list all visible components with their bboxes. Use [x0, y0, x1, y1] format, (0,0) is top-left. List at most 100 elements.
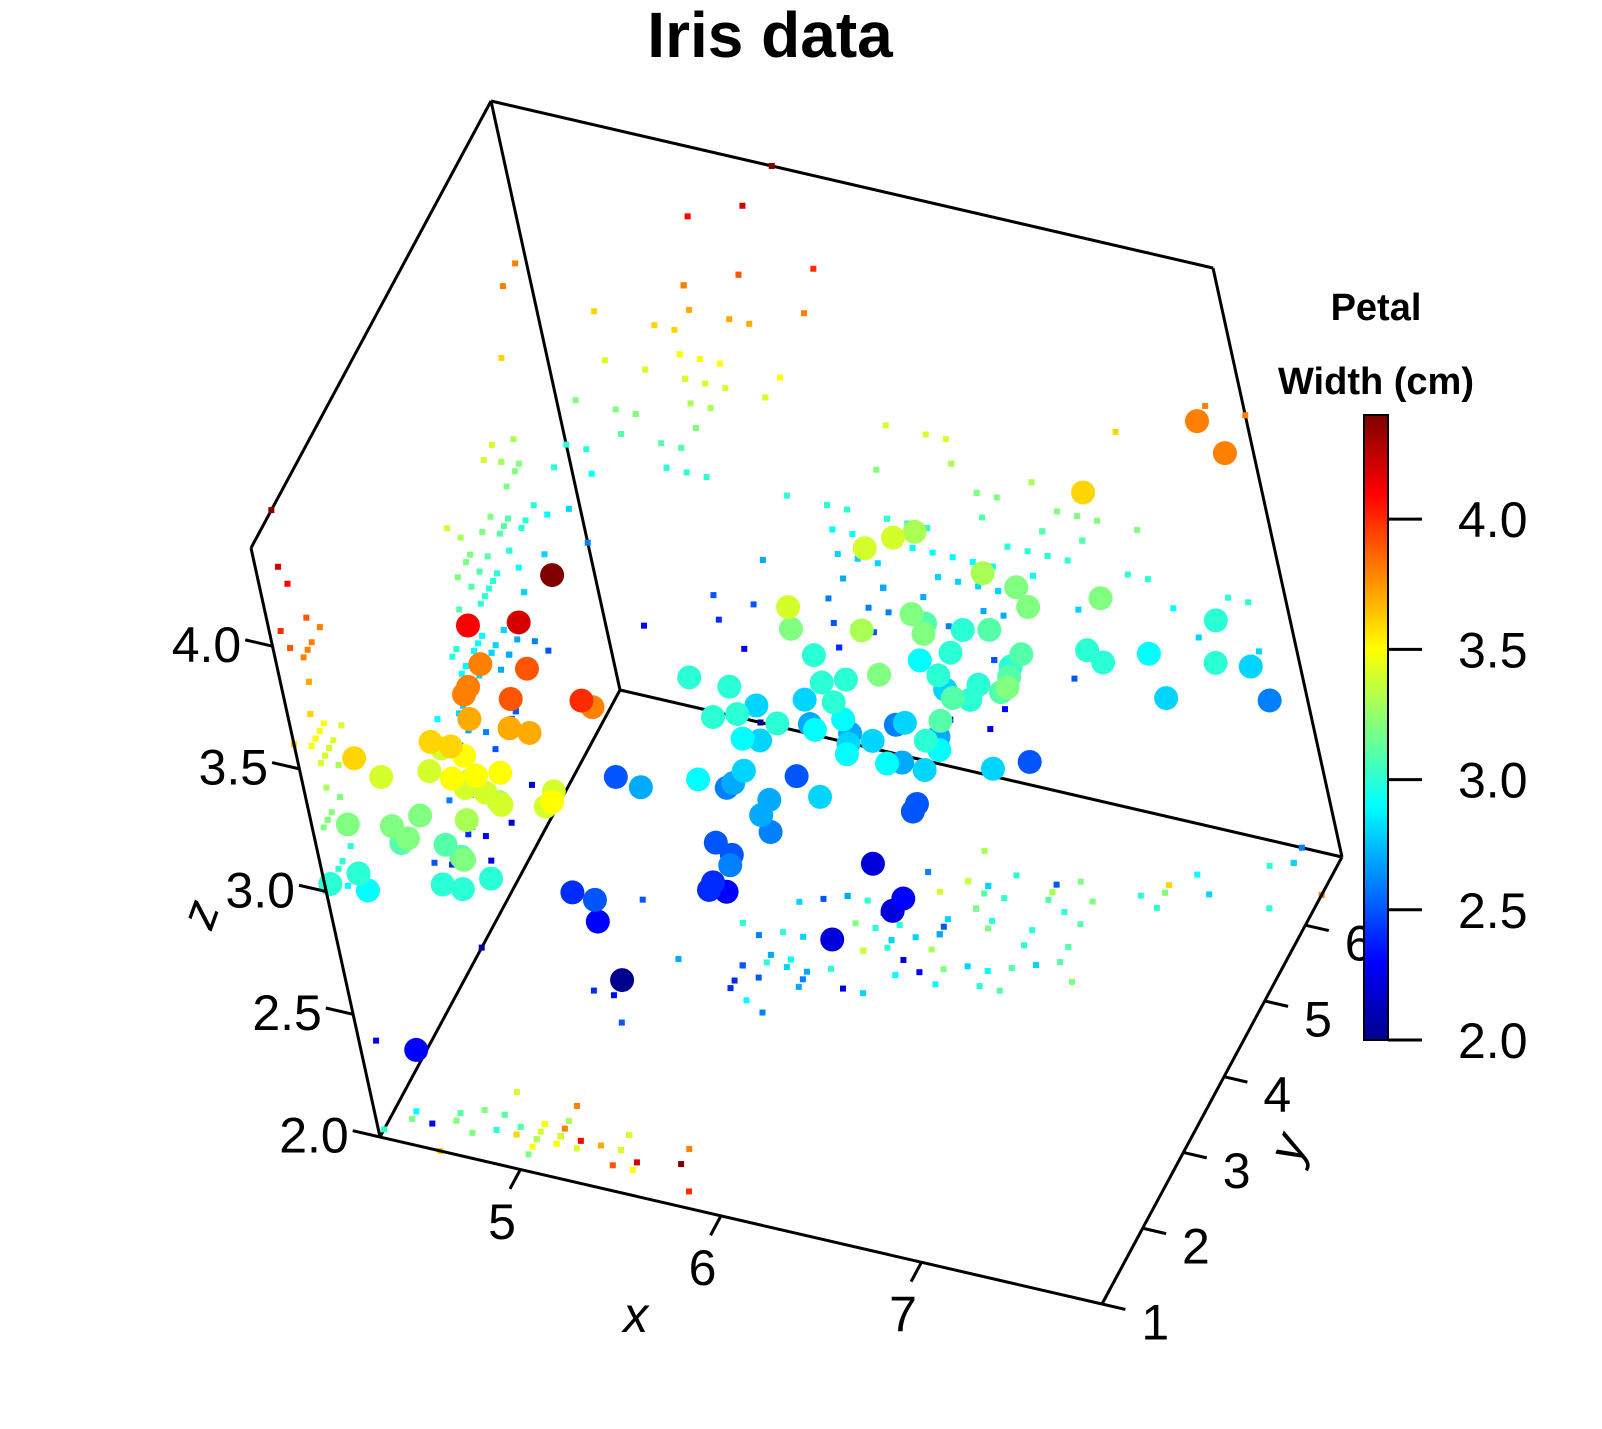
- projection-side: [304, 646, 311, 653]
- projection-floor: [618, 1019, 625, 1026]
- projection-side: [300, 654, 307, 661]
- projection-back: [1124, 571, 1131, 578]
- projection-back: [1071, 675, 1078, 682]
- data-point: [833, 667, 858, 692]
- data-point: [346, 861, 371, 886]
- projection-side: [478, 944, 485, 951]
- projection-floor: [1206, 891, 1213, 898]
- projection-back: [942, 436, 949, 443]
- projection-side: [335, 865, 342, 872]
- projection-floor: [739, 919, 746, 926]
- projection-side: [336, 794, 343, 801]
- data-point: [468, 652, 493, 677]
- projection-floor: [820, 895, 827, 902]
- projection-side: [307, 711, 314, 718]
- data-point: [452, 682, 477, 707]
- projection-back: [722, 385, 729, 392]
- projection-back: [739, 202, 746, 209]
- projection-back: [969, 558, 976, 565]
- data-point: [860, 728, 885, 753]
- projection-side: [326, 744, 333, 751]
- projection-floor: [633, 1159, 640, 1166]
- data-point: [749, 803, 774, 828]
- projection-side: [528, 781, 535, 788]
- y-tick: [1183, 1151, 1208, 1160]
- data-point: [977, 617, 1002, 642]
- projection-back: [987, 726, 994, 733]
- projection-back: [707, 405, 714, 412]
- y-tick-label: 4: [1263, 1067, 1291, 1123]
- projection-back: [687, 400, 694, 407]
- data-point: [880, 525, 905, 550]
- projection-back: [741, 645, 748, 652]
- projection-side: [347, 843, 354, 850]
- z-tick: [325, 1006, 354, 1016]
- projection-floor: [984, 967, 991, 974]
- projection-floor: [626, 1131, 633, 1138]
- data-point: [801, 643, 826, 668]
- projection-floor: [453, 1117, 460, 1124]
- projection-back: [1075, 606, 1082, 613]
- projection-back: [829, 526, 836, 533]
- data-point: [970, 561, 995, 586]
- data-point: [902, 519, 927, 544]
- box-edge: [1100, 856, 1344, 1305]
- data-point: [517, 720, 542, 745]
- projection-back: [777, 374, 784, 381]
- projection-side: [475, 640, 482, 647]
- data-point: [1203, 608, 1228, 633]
- projection-floor: [675, 956, 682, 963]
- projection-floor: [573, 1145, 580, 1152]
- data-point: [696, 877, 721, 902]
- data-point: [867, 662, 892, 687]
- projection-side: [320, 720, 327, 727]
- projection-marks: [268, 162, 1325, 1195]
- data-point: [913, 728, 938, 753]
- projection-back: [1195, 634, 1202, 641]
- projection-side: [492, 642, 499, 649]
- projection-side: [434, 716, 441, 723]
- projection-floor: [860, 990, 867, 997]
- projection-floor: [1029, 927, 1036, 934]
- projection-back: [1053, 508, 1060, 515]
- data-point: [506, 610, 531, 635]
- projection-floor: [574, 1102, 581, 1109]
- projection-back: [735, 271, 742, 278]
- data-point: [776, 595, 801, 620]
- projection-back: [1242, 412, 1249, 419]
- projection-side: [530, 502, 537, 509]
- data-point: [1238, 654, 1263, 679]
- projection-floor: [429, 1120, 436, 1127]
- projection-floor: [1008, 965, 1015, 972]
- projection-back: [854, 555, 861, 562]
- projection-back: [873, 466, 880, 473]
- projection-floor: [1162, 889, 1169, 896]
- data-point: [809, 670, 834, 695]
- projection-back: [1064, 557, 1071, 564]
- projection-side: [446, 797, 453, 804]
- data-point: [497, 716, 522, 741]
- projection-floor: [1290, 859, 1297, 866]
- projection-floor: [763, 959, 770, 966]
- projection-back: [588, 470, 595, 477]
- data-point: [834, 742, 859, 767]
- x-tick: [709, 1215, 723, 1236]
- projection-floor: [685, 1188, 692, 1195]
- data-point: [408, 803, 433, 828]
- projection-floor: [639, 896, 646, 903]
- projection-back: [1170, 605, 1177, 612]
- projection-floor: [844, 892, 851, 899]
- projection-back: [991, 657, 998, 664]
- data-point: [610, 968, 635, 993]
- projection-floor: [1266, 905, 1273, 912]
- box-edge: [378, 689, 622, 1138]
- y-tick-label: 3: [1223, 1143, 1251, 1199]
- projection-floor: [561, 1125, 568, 1132]
- projection-floor: [1001, 895, 1008, 902]
- data-point: [1071, 480, 1096, 505]
- z-tick-label: 3.0: [225, 862, 295, 918]
- projection-side: [500, 523, 507, 530]
- box-edge: [249, 547, 382, 1138]
- projection-back: [880, 584, 887, 591]
- projection-side: [488, 857, 495, 864]
